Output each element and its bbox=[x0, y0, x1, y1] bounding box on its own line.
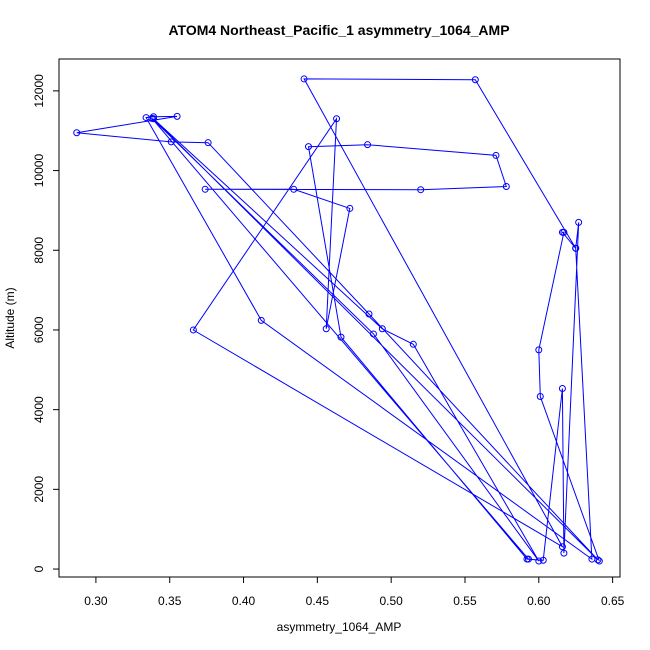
y-axis-label: Altitude (m) bbox=[3, 287, 17, 348]
data-point bbox=[189, 326, 197, 334]
x-tick-label: 0.50 bbox=[379, 594, 403, 608]
chart-title: ATOM4 Northeast_Pacific_1 asymmetry_1064… bbox=[168, 22, 509, 38]
data-point bbox=[322, 325, 330, 333]
data-point bbox=[558, 543, 566, 551]
data-point bbox=[346, 204, 354, 212]
data-point bbox=[572, 244, 580, 252]
y-tick-label: 4000 bbox=[32, 396, 46, 423]
data-point bbox=[524, 555, 532, 563]
x-tick-label: 0.40 bbox=[232, 594, 256, 608]
data-point bbox=[73, 129, 81, 137]
data-point bbox=[535, 557, 543, 565]
data-point bbox=[492, 151, 500, 159]
data-point bbox=[558, 385, 566, 393]
y-tick-label: 12000 bbox=[32, 74, 46, 108]
y-axis: 0 2000 4000 6000 8000 10000 12000 bbox=[32, 74, 60, 572]
y-tick-label: 0 bbox=[32, 565, 46, 572]
y-tick-label: 10000 bbox=[32, 154, 46, 188]
data-point bbox=[558, 228, 566, 236]
data-point bbox=[502, 183, 510, 191]
x-axis-label: asymmetry_1064_AMP bbox=[277, 620, 402, 634]
data-point bbox=[595, 557, 603, 565]
data-point bbox=[173, 112, 181, 120]
data-point bbox=[471, 76, 479, 84]
x-tick-label: 0.65 bbox=[601, 594, 625, 608]
data-point bbox=[575, 218, 583, 226]
data-point bbox=[364, 141, 372, 149]
x-tick-label: 0.45 bbox=[306, 594, 330, 608]
y-tick-label: 8000 bbox=[32, 237, 46, 264]
x-axis: 0.30 0.35 0.40 0.45 0.50 0.55 0.60 0.65 bbox=[84, 576, 625, 608]
data-point bbox=[560, 549, 568, 557]
data-point bbox=[539, 556, 547, 564]
data-point bbox=[149, 113, 157, 121]
data-point bbox=[535, 346, 543, 354]
data-point bbox=[594, 556, 602, 564]
series-line bbox=[76, 78, 600, 562]
data-point bbox=[365, 310, 373, 318]
data-point bbox=[333, 115, 341, 123]
data-point bbox=[417, 186, 425, 194]
data-point bbox=[148, 114, 156, 122]
data-point bbox=[304, 143, 312, 151]
data-point bbox=[300, 75, 308, 83]
data-point bbox=[204, 139, 212, 147]
data-point bbox=[257, 316, 265, 324]
y-tick-label: 6000 bbox=[32, 316, 46, 343]
data-point bbox=[201, 185, 209, 193]
x-tick-label: 0.30 bbox=[84, 594, 108, 608]
x-tick-label: 0.35 bbox=[158, 594, 182, 608]
data-point bbox=[167, 138, 175, 146]
data-point bbox=[536, 392, 544, 400]
data-point bbox=[369, 330, 377, 338]
x-tick-label: 0.60 bbox=[527, 594, 551, 608]
y-tick-label: 2000 bbox=[32, 476, 46, 503]
series-layer bbox=[73, 75, 603, 565]
data-point bbox=[290, 185, 298, 193]
data-point bbox=[409, 340, 417, 348]
x-tick-label: 0.55 bbox=[453, 594, 477, 608]
data-point bbox=[378, 325, 386, 333]
data-point bbox=[337, 333, 345, 341]
